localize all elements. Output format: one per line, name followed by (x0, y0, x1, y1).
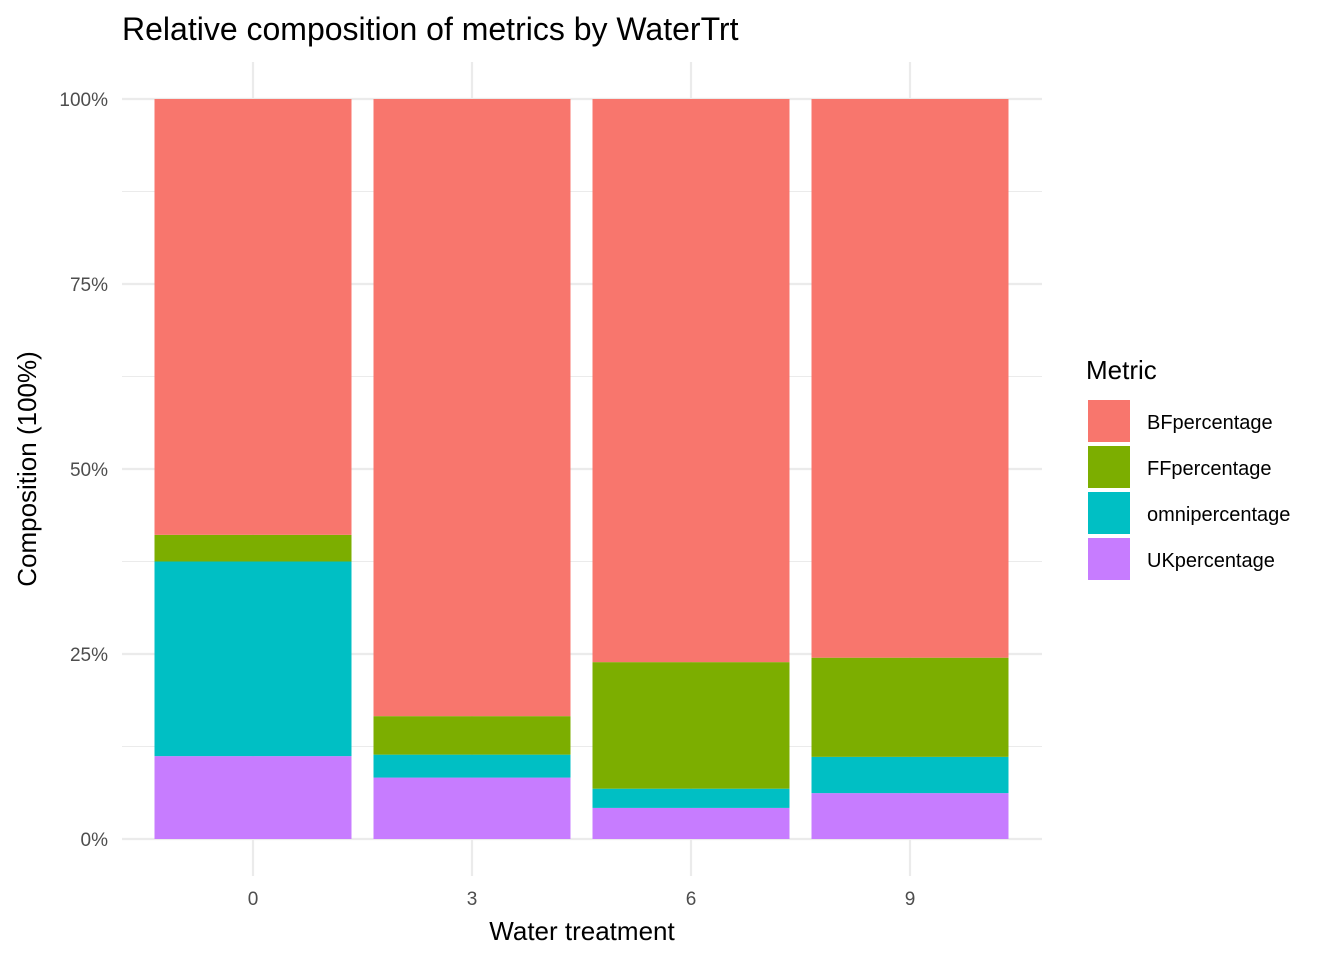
y-tick-label: 50% (70, 460, 108, 481)
bar-segment-omnipercentage-0 (154, 561, 352, 757)
x-axis-title: Water treatment (489, 916, 675, 946)
y-tick-label: 25% (70, 645, 108, 666)
bar-segment-omnipercentage-9 (811, 756, 1009, 794)
legend-key-FFpercentage (1088, 446, 1130, 488)
bar-segment-FFpercentage-0 (154, 534, 352, 562)
bar-segment-FFpercentage-3 (373, 716, 571, 755)
bar-segment-FFpercentage-6 (592, 662, 790, 789)
bar-segment-UKpercentage-9 (811, 793, 1009, 839)
y-tick-label: 0% (81, 830, 109, 851)
legend-label-omnipercentage: omnipercentage (1147, 504, 1290, 526)
y-tick-label: 75% (70, 275, 108, 296)
x-tick-label: 6 (686, 889, 697, 910)
bar-segment-UKpercentage-6 (592, 807, 790, 839)
bar-segment-omnipercentage-6 (592, 788, 790, 808)
bar-segment-FFpercentage-9 (811, 657, 1009, 757)
bar-segment-omnipercentage-3 (373, 754, 571, 778)
bars (154, 99, 1009, 839)
legend-title: Metric (1086, 355, 1157, 385)
chart-title: Relative composition of metrics by Water… (122, 11, 739, 47)
y-axis-title: Composition (100%) (12, 351, 42, 587)
x-tick-label: 9 (905, 889, 916, 910)
legend-key-UKpercentage (1088, 538, 1130, 580)
legend-label-UKpercentage: UKpercentage (1147, 550, 1275, 572)
y-tick-label: 100% (59, 90, 108, 111)
bar-segment-UKpercentage-3 (373, 777, 571, 839)
legend-label-BFpercentage: BFpercentage (1147, 412, 1273, 434)
x-axis-ticks: 0 3 6 9 (248, 889, 916, 910)
bar-segment-BFpercentage-6 (592, 99, 790, 663)
bar-segment-BFpercentage-0 (154, 99, 352, 535)
legend-key-BFpercentage (1088, 400, 1130, 442)
x-tick-label: 3 (467, 889, 478, 910)
bar-segment-BFpercentage-9 (811, 99, 1009, 658)
bar-segment-UKpercentage-0 (154, 756, 352, 839)
bar-segment-BFpercentage-3 (373, 99, 571, 717)
x-tick-label: 0 (248, 889, 259, 910)
y-axis-ticks: 0% 25% 50% 75% 100% (59, 90, 108, 851)
legend-key-omnipercentage (1088, 492, 1130, 534)
legend: Metric BFpercentage FFpercentage omniperce… (1086, 355, 1290, 580)
legend-label-FFpercentage: FFpercentage (1147, 458, 1272, 480)
